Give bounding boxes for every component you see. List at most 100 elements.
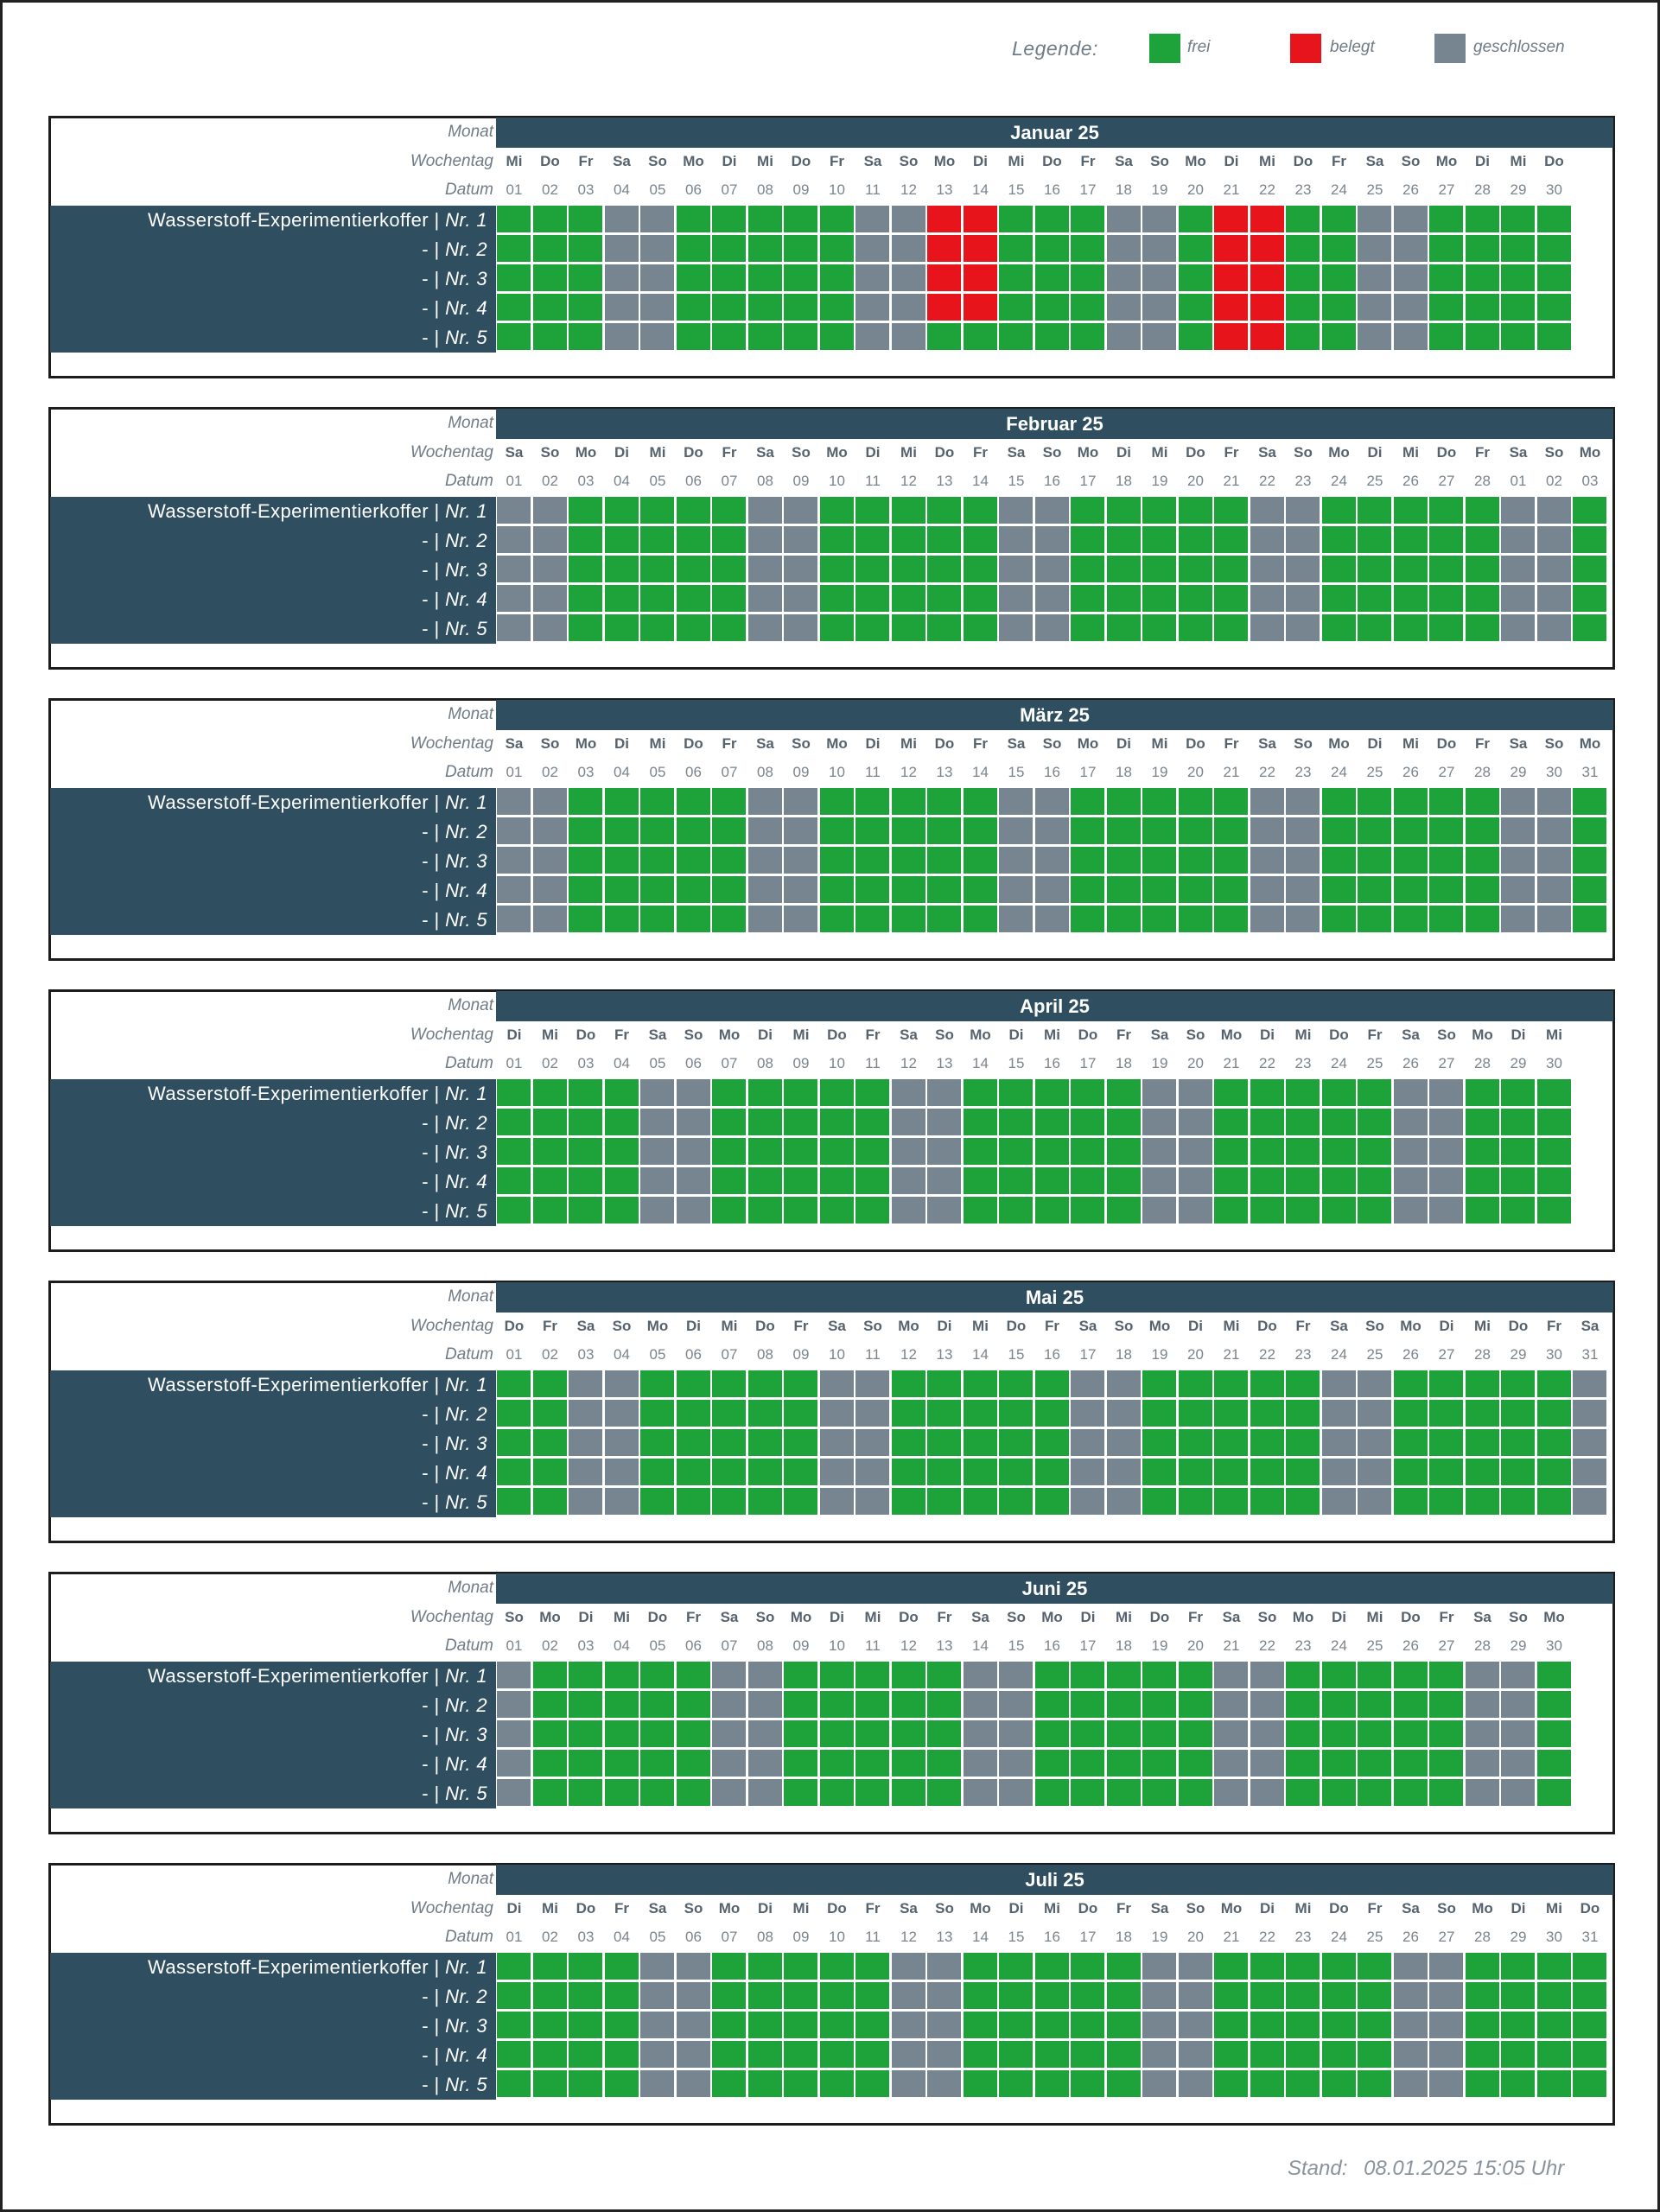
weekday-label: Di <box>686 1318 701 1334</box>
day-cell <box>1358 235 1391 262</box>
weekday-label: Sa <box>863 153 882 169</box>
day-cell <box>676 1459 710 1485</box>
day-cell <box>784 1109 817 1135</box>
weekday-label: Mo <box>1579 735 1601 752</box>
day-cell <box>1142 1370 1176 1397</box>
day-cell <box>891 1167 925 1194</box>
date-label: 06 <box>685 1929 702 1945</box>
day-cell <box>532 235 567 262</box>
day-cell <box>1429 206 1463 232</box>
day-cell <box>1071 556 1104 582</box>
date-label: 18 <box>1116 1346 1132 1363</box>
weekday-label: Do <box>934 735 955 752</box>
date-label: 07 <box>721 1055 738 1071</box>
row-name: - <box>422 850 429 872</box>
row-separator: | <box>429 1374 446 1395</box>
day-cell <box>640 1750 674 1777</box>
day-cell <box>855 1459 889 1485</box>
weekday-label: Mi <box>542 1027 558 1043</box>
day-cell <box>1071 1691 1104 1718</box>
day-cell <box>1250 876 1284 903</box>
weekday-label: Do <box>827 1027 847 1043</box>
day-cell <box>1429 1197 1463 1224</box>
weekday-label: Mi <box>1402 444 1419 461</box>
weekday-label: So <box>1186 1027 1205 1043</box>
day-cell <box>1142 817 1176 844</box>
row-label: - | Nr. 2 <box>50 1109 487 1138</box>
date-label: 03 <box>577 181 595 198</box>
day-cell <box>604 788 639 815</box>
row-label: - | Nr. 3 <box>50 847 487 876</box>
day-cell <box>963 1079 997 1106</box>
day-cell <box>1501 876 1535 903</box>
date-label: 29 <box>1510 1929 1527 1945</box>
date-label: 15 <box>1008 1929 1025 1945</box>
day-cell <box>569 585 602 612</box>
day-cell <box>712 1953 746 1980</box>
day-cell <box>1034 1197 1069 1224</box>
day-cell <box>532 1429 567 1456</box>
month-calendar: April 25 Monat Wochentag Datum Di Mi Do Fr Sa So M… <box>48 989 1615 1252</box>
day-cell <box>999 2012 1033 2038</box>
day-cell <box>819 556 854 582</box>
day-cell <box>891 1720 925 1747</box>
day-cell <box>569 1750 602 1777</box>
day-cell <box>676 1400 710 1427</box>
weekday-label: Mi <box>506 153 523 169</box>
day-cell <box>1429 1167 1463 1194</box>
weekday-label: So <box>1544 735 1564 752</box>
row-number: Nr. 2 <box>445 1986 487 2007</box>
day-cell <box>999 1197 1033 1224</box>
row-number: Nr. 5 <box>445 1200 487 1222</box>
day-cell <box>1536 2070 1571 2097</box>
day-cell <box>604 1779 639 1806</box>
day-cell <box>640 497 674 524</box>
date-label: 25 <box>1366 473 1383 489</box>
date-label: 26 <box>1402 1929 1419 1945</box>
day-cell <box>1501 1079 1535 1106</box>
day-cell <box>1071 1779 1104 1806</box>
day-cell <box>1286 1691 1320 1718</box>
day-cell <box>784 1982 817 2009</box>
day-cell <box>604 206 639 232</box>
day-cell <box>1536 585 1571 612</box>
date-label: 20 <box>1187 1346 1204 1363</box>
day-cell <box>1178 1079 1212 1106</box>
row-number: Nr. 2 <box>445 821 487 842</box>
weekday-label: Mo <box>1579 444 1601 461</box>
day-cell <box>784 1750 817 1777</box>
day-cell <box>569 847 602 874</box>
row-number: Nr. 1 <box>445 791 487 813</box>
day-cell <box>1321 294 1356 321</box>
day-cell <box>1429 1982 1463 2009</box>
day-cell <box>1214 2012 1248 2038</box>
date-label: 07 <box>721 181 738 198</box>
weekday-label: Sa <box>576 1318 595 1334</box>
day-cell <box>1106 906 1141 932</box>
label-datum: Datum <box>445 472 493 490</box>
weekday-label: Sa <box>1150 1027 1169 1043</box>
day-cell <box>999 264 1033 291</box>
date-label: 10 <box>829 764 845 780</box>
day-cell <box>712 206 746 232</box>
row-label-band: Wasserstoff-Experimentierkoffer | Nr. 1-… <box>50 206 496 353</box>
day-cell <box>1142 235 1176 262</box>
day-cell <box>1214 1953 1248 1980</box>
day-cell <box>1106 788 1141 815</box>
date-label: 14 <box>972 181 989 198</box>
day-cell <box>1286 556 1320 582</box>
row-separator: | <box>429 209 446 231</box>
row-label: - | Nr. 5 <box>50 1779 487 1808</box>
day-cell <box>532 1691 567 1718</box>
day-cell <box>1214 1459 1248 1485</box>
day-cell <box>1501 1953 1535 1980</box>
weekday-label: Di <box>614 735 629 752</box>
day-cell <box>1142 1488 1176 1515</box>
weekday-label: Di <box>1116 735 1131 752</box>
day-cell <box>1178 906 1212 932</box>
day-cell <box>819 2012 854 2038</box>
day-cell <box>1178 1488 1212 1515</box>
day-cell <box>819 1982 854 2009</box>
day-cell <box>1465 556 1499 582</box>
row-label: - | Nr. 2 <box>50 1982 487 2012</box>
